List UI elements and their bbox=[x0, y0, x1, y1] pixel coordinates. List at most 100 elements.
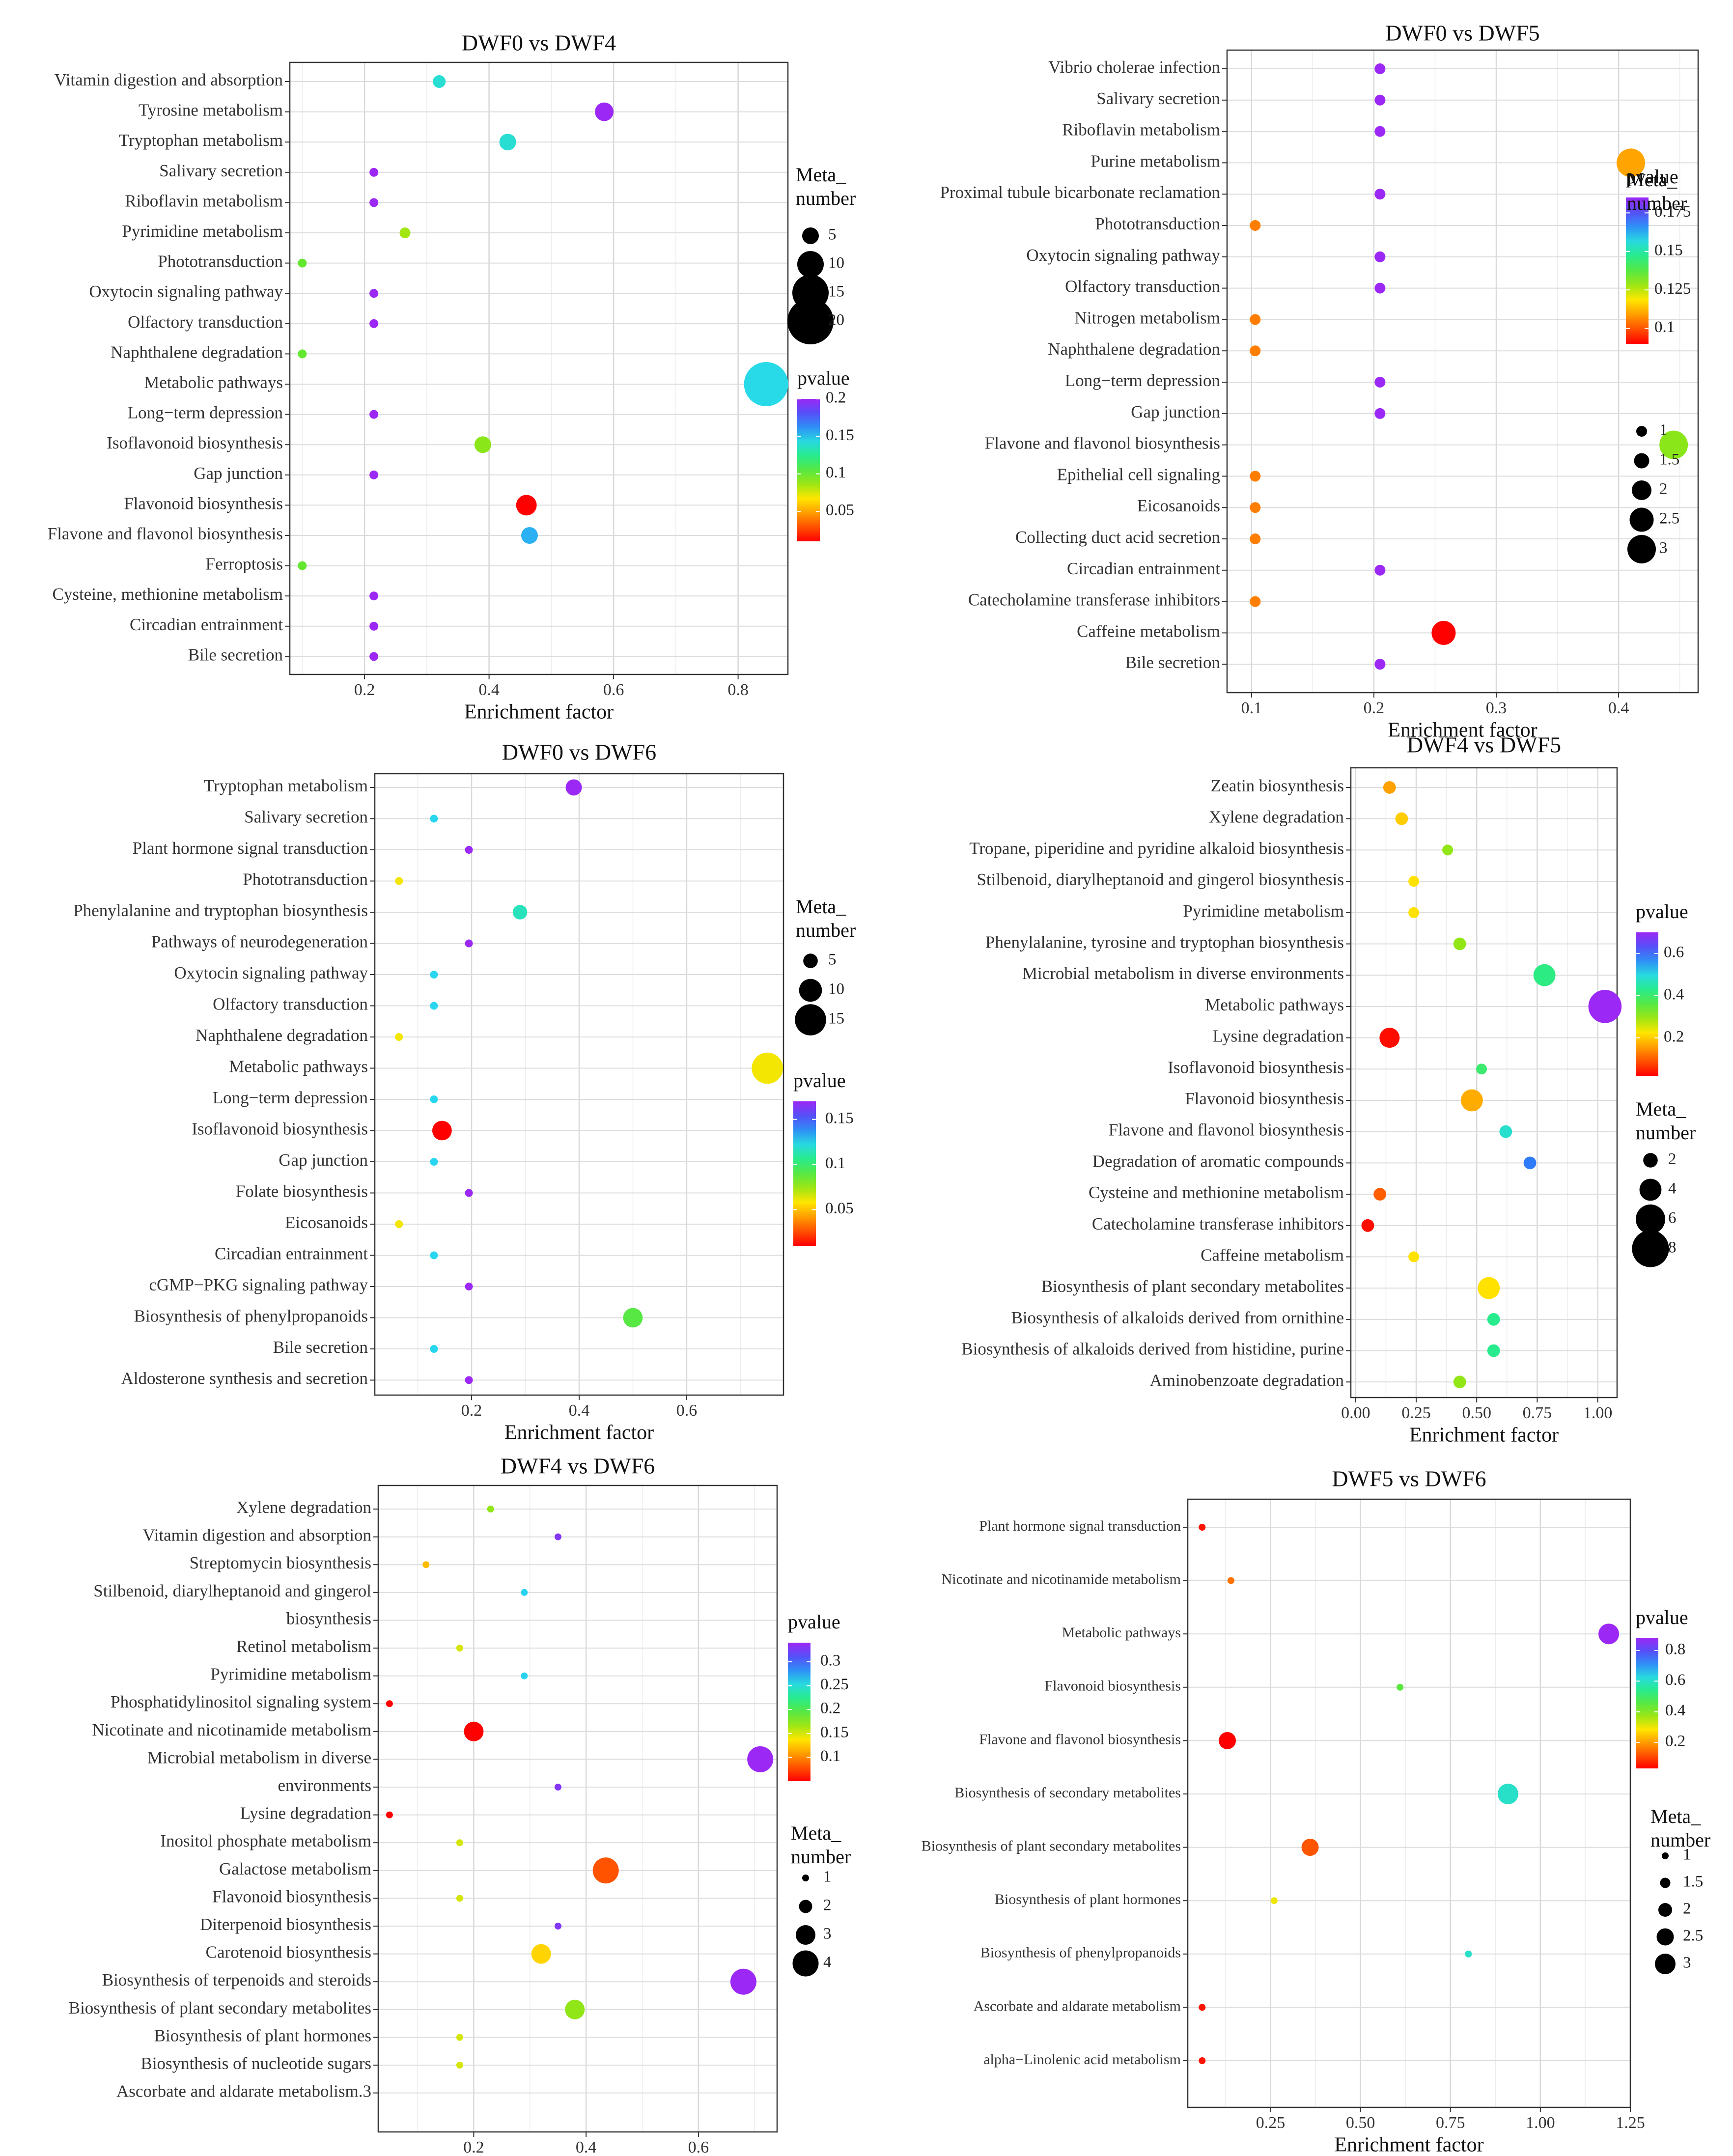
data-point bbox=[1478, 1277, 1500, 1299]
x-axis-label: Enrichment factor bbox=[504, 1422, 654, 1444]
category-label: Ascorbate and aldarate metabolism bbox=[974, 1998, 1181, 2014]
legend-color-tick-label: 0.2 bbox=[1664, 1028, 1684, 1045]
category-label: Phenylalanine and tryptophan biosynthesi… bbox=[73, 901, 368, 920]
data-point bbox=[430, 1095, 438, 1103]
category-label: Biosynthesis of terpenoids and steroids bbox=[102, 1970, 371, 1989]
x-axis-label: Enrichment factor bbox=[1334, 2134, 1483, 2156]
data-point bbox=[430, 1158, 438, 1166]
data-point bbox=[456, 2062, 463, 2069]
x-tick-label: 0.3 bbox=[1486, 699, 1507, 717]
data-point bbox=[369, 470, 379, 479]
legend-size-label: 2 bbox=[823, 1897, 832, 1914]
legend-size-circle bbox=[1632, 1230, 1669, 1267]
legend-size-label: 4 bbox=[1668, 1180, 1677, 1198]
legend-color-bar bbox=[1636, 932, 1658, 1076]
category-label: Riboflavin metabolism bbox=[1062, 120, 1220, 140]
data-point bbox=[521, 527, 538, 544]
data-point bbox=[565, 779, 582, 796]
data-point bbox=[1250, 220, 1261, 231]
legend-color-tick-label: 0.2 bbox=[826, 389, 846, 407]
data-point bbox=[456, 1895, 463, 1902]
legend-size-circle bbox=[1636, 426, 1647, 437]
legend-color-tick-label: 0.15 bbox=[1654, 241, 1683, 259]
data-point bbox=[386, 1700, 393, 1708]
plot-frame bbox=[374, 773, 784, 1396]
category-label: Inositol phosphate metabolism bbox=[160, 1831, 371, 1850]
data-point bbox=[1361, 1219, 1374, 1232]
legend-color-tick-label: 0.05 bbox=[826, 502, 854, 519]
data-point bbox=[432, 1120, 452, 1141]
category-label: Phototransduction bbox=[1095, 214, 1220, 233]
legend-color-tick-label: 0.2 bbox=[1665, 1733, 1685, 1750]
data-point bbox=[565, 1999, 585, 2019]
category-label: Catecholamine transferase inhibitors bbox=[968, 590, 1220, 610]
legend-color-tick-label: 0.6 bbox=[1664, 944, 1684, 961]
plot-frame bbox=[377, 1484, 778, 2133]
data-point bbox=[499, 134, 516, 151]
category-label: Metabolic pathways bbox=[1205, 995, 1344, 1014]
category-label: Oxytocin signaling pathway bbox=[174, 963, 368, 982]
category-label: Vibrio cholerae infection bbox=[1048, 57, 1220, 77]
category-label: Vitamin digestion and absorption bbox=[55, 70, 283, 89]
legend-color-bar bbox=[1636, 1638, 1658, 1768]
category-label: environments bbox=[278, 1776, 371, 1795]
category-label: Degradation of aromatic compounds bbox=[1092, 1151, 1344, 1171]
legend-color-tick-label: 0.25 bbox=[820, 1676, 849, 1693]
category-label: Flavonoid biosynthesis bbox=[212, 1887, 371, 1906]
legend-size-label: 20 bbox=[828, 311, 844, 329]
category-label: Retinol metabolism bbox=[236, 1637, 371, 1656]
category-label: Long−term depression bbox=[1065, 371, 1220, 390]
data-point bbox=[730, 1968, 756, 1995]
category-label: Biosynthesis of phenylpropanoids bbox=[980, 1945, 1181, 1961]
plot-area bbox=[290, 62, 788, 674]
plot-frame bbox=[1226, 49, 1699, 694]
category-label: Cysteine and methionine metabolism bbox=[1089, 1183, 1344, 1202]
legend-size-circle bbox=[1639, 1178, 1662, 1201]
legend-size-circle bbox=[1634, 453, 1649, 469]
category-label: Biosynthesis of plant hormones bbox=[995, 1891, 1181, 1907]
data-point bbox=[1374, 94, 1386, 106]
data-point bbox=[521, 1589, 528, 1596]
legend-size-label: 10 bbox=[828, 980, 844, 998]
data-point bbox=[369, 319, 379, 328]
category-label: Biosynthesis of plant secondary metaboli… bbox=[69, 1998, 371, 2017]
x-axis-label: Enrichment factor bbox=[464, 701, 614, 724]
x-tick-label: 0.8 bbox=[727, 681, 749, 699]
plot-area bbox=[1351, 768, 1617, 1398]
category-label: Phosphatidylinositol signaling system bbox=[111, 1692, 371, 1711]
category-label: Biosynthesis of plant secondary metaboli… bbox=[922, 1838, 1181, 1854]
category-label: Carotenoid biosynthesis bbox=[206, 1943, 371, 1962]
category-label: Microbial metabolism in diverse environm… bbox=[1022, 964, 1344, 983]
category-label: Pyrimidine metabolism bbox=[122, 222, 283, 241]
data-point bbox=[752, 1052, 783, 1084]
data-point bbox=[465, 939, 473, 948]
data-point bbox=[465, 1376, 473, 1384]
category-label: biosynthesis bbox=[286, 1609, 371, 1628]
legend-size-title: number bbox=[796, 187, 856, 209]
legend-size-circle bbox=[802, 227, 819, 244]
data-point bbox=[1374, 126, 1386, 137]
category-label: Naphthalene degradation bbox=[196, 1026, 368, 1045]
legend-color-bar bbox=[1626, 197, 1649, 344]
chart-title: DWF0 vs DWF5 bbox=[1385, 21, 1539, 46]
category-label: Long−term depression bbox=[128, 403, 283, 422]
legend-color-bar bbox=[788, 1643, 811, 1781]
legend-size-circle bbox=[787, 298, 834, 344]
x-tick-label: 0.2 bbox=[461, 1401, 482, 1420]
data-point bbox=[430, 814, 438, 823]
data-point bbox=[592, 1857, 619, 1884]
data-point bbox=[1487, 1344, 1500, 1357]
x-tick-label: 0.2 bbox=[354, 681, 375, 699]
legend-color-tick-label: 0.6 bbox=[1665, 1671, 1685, 1689]
category-label: Isoflavonoid biosynthesis bbox=[192, 1120, 368, 1139]
legend-size-circle bbox=[1643, 1153, 1658, 1168]
data-point bbox=[1588, 990, 1622, 1023]
data-point bbox=[1476, 1064, 1487, 1075]
data-point bbox=[465, 846, 473, 854]
data-point bbox=[1408, 876, 1420, 887]
category-label: Diterpenoid biosynthesis bbox=[200, 1915, 371, 1934]
data-point bbox=[422, 1561, 430, 1568]
category-label: Epithelial cell signaling bbox=[1057, 465, 1220, 484]
category-label: Tryptophan metabolism bbox=[119, 131, 283, 150]
